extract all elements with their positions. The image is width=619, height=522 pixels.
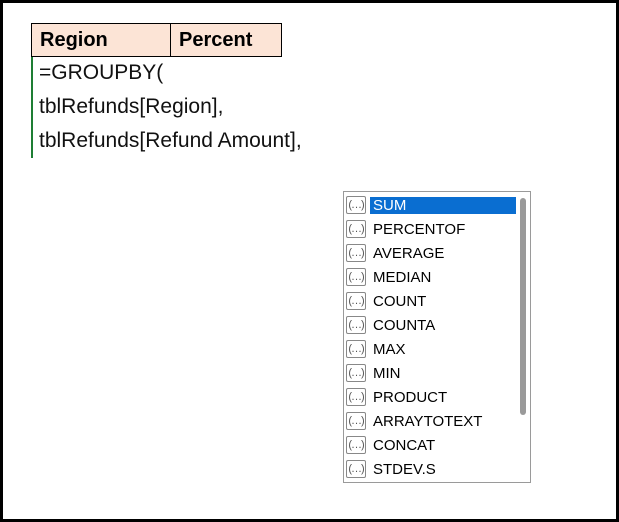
dropdown-item-label: MEDIAN [370, 269, 516, 286]
formula-line-2: tblRefunds[Region], [39, 90, 588, 124]
dropdown-scrollbar[interactable] [516, 192, 530, 482]
dropdown-item-product[interactable]: (…)PRODUCT [344, 385, 516, 409]
scrollbar-track [520, 198, 526, 476]
function-autocomplete-dropdown[interactable]: (…)SUM(…)PERCENTOF(…)AVERAGE(…)MEDIAN(…)… [343, 191, 531, 483]
dropdown-item-counta[interactable]: (…)COUNTA [344, 313, 516, 337]
dropdown-item-label: STDEV.S [370, 461, 516, 478]
header-percent: Percent [170, 23, 282, 57]
function-icon: (…) [346, 340, 366, 358]
function-icon: (…) [346, 388, 366, 406]
dropdown-item-label: SUM [370, 197, 516, 214]
formula-line-3: tblRefunds[Refund Amount], [39, 124, 588, 158]
function-icon: (…) [346, 244, 366, 262]
dropdown-item-label: AVERAGE [370, 245, 516, 262]
header-region: Region [31, 23, 171, 57]
dropdown-item-concat[interactable]: (…)CONCAT [344, 433, 516, 457]
dropdown-item-max[interactable]: (…)MAX [344, 337, 516, 361]
function-icon: (…) [346, 364, 366, 382]
table-header-row: Region Percent [31, 23, 588, 57]
formula-editing-cell[interactable]: =GROUPBY( tblRefunds[Region], tblRefunds… [31, 56, 588, 158]
dropdown-list: (…)SUM(…)PERCENTOF(…)AVERAGE(…)MEDIAN(…)… [344, 192, 516, 482]
dropdown-item-label: PRODUCT [370, 389, 516, 406]
dropdown-item-label: COUNTA [370, 317, 516, 334]
dropdown-item-label: MAX [370, 341, 516, 358]
dropdown-item-percentof[interactable]: (…)PERCENTOF [344, 217, 516, 241]
dropdown-item-label: COUNT [370, 293, 516, 310]
dropdown-item-label: PERCENTOF [370, 221, 516, 238]
dropdown-item-sum[interactable]: (…)SUM [344, 193, 516, 217]
function-icon: (…) [346, 268, 366, 286]
scrollbar-thumb[interactable] [520, 198, 526, 415]
dropdown-item-count[interactable]: (…)COUNT [344, 289, 516, 313]
function-icon: (…) [346, 316, 366, 334]
function-icon: (…) [346, 196, 366, 214]
dropdown-item-min[interactable]: (…)MIN [344, 361, 516, 385]
dropdown-item-stdevs[interactable]: (…)STDEV.S [344, 457, 516, 481]
dropdown-item-arraytotext[interactable]: (…)ARRAYTOTEXT [344, 409, 516, 433]
function-icon: (…) [346, 436, 366, 454]
dropdown-item-average[interactable]: (…)AVERAGE [344, 241, 516, 265]
function-icon: (…) [346, 412, 366, 430]
function-icon: (…) [346, 460, 366, 478]
dropdown-item-label: CONCAT [370, 437, 516, 454]
function-icon: (…) [346, 292, 366, 310]
formula-line-1: =GROUPBY( [39, 56, 588, 90]
dropdown-item-median[interactable]: (…)MEDIAN [344, 265, 516, 289]
screenshot-frame: Region Percent =GROUPBY( tblRefunds[Regi… [0, 0, 619, 522]
dropdown-item-label: ARRAYTOTEXT [370, 413, 516, 430]
function-icon: (…) [346, 220, 366, 238]
dropdown-item-label: MIN [370, 365, 516, 382]
